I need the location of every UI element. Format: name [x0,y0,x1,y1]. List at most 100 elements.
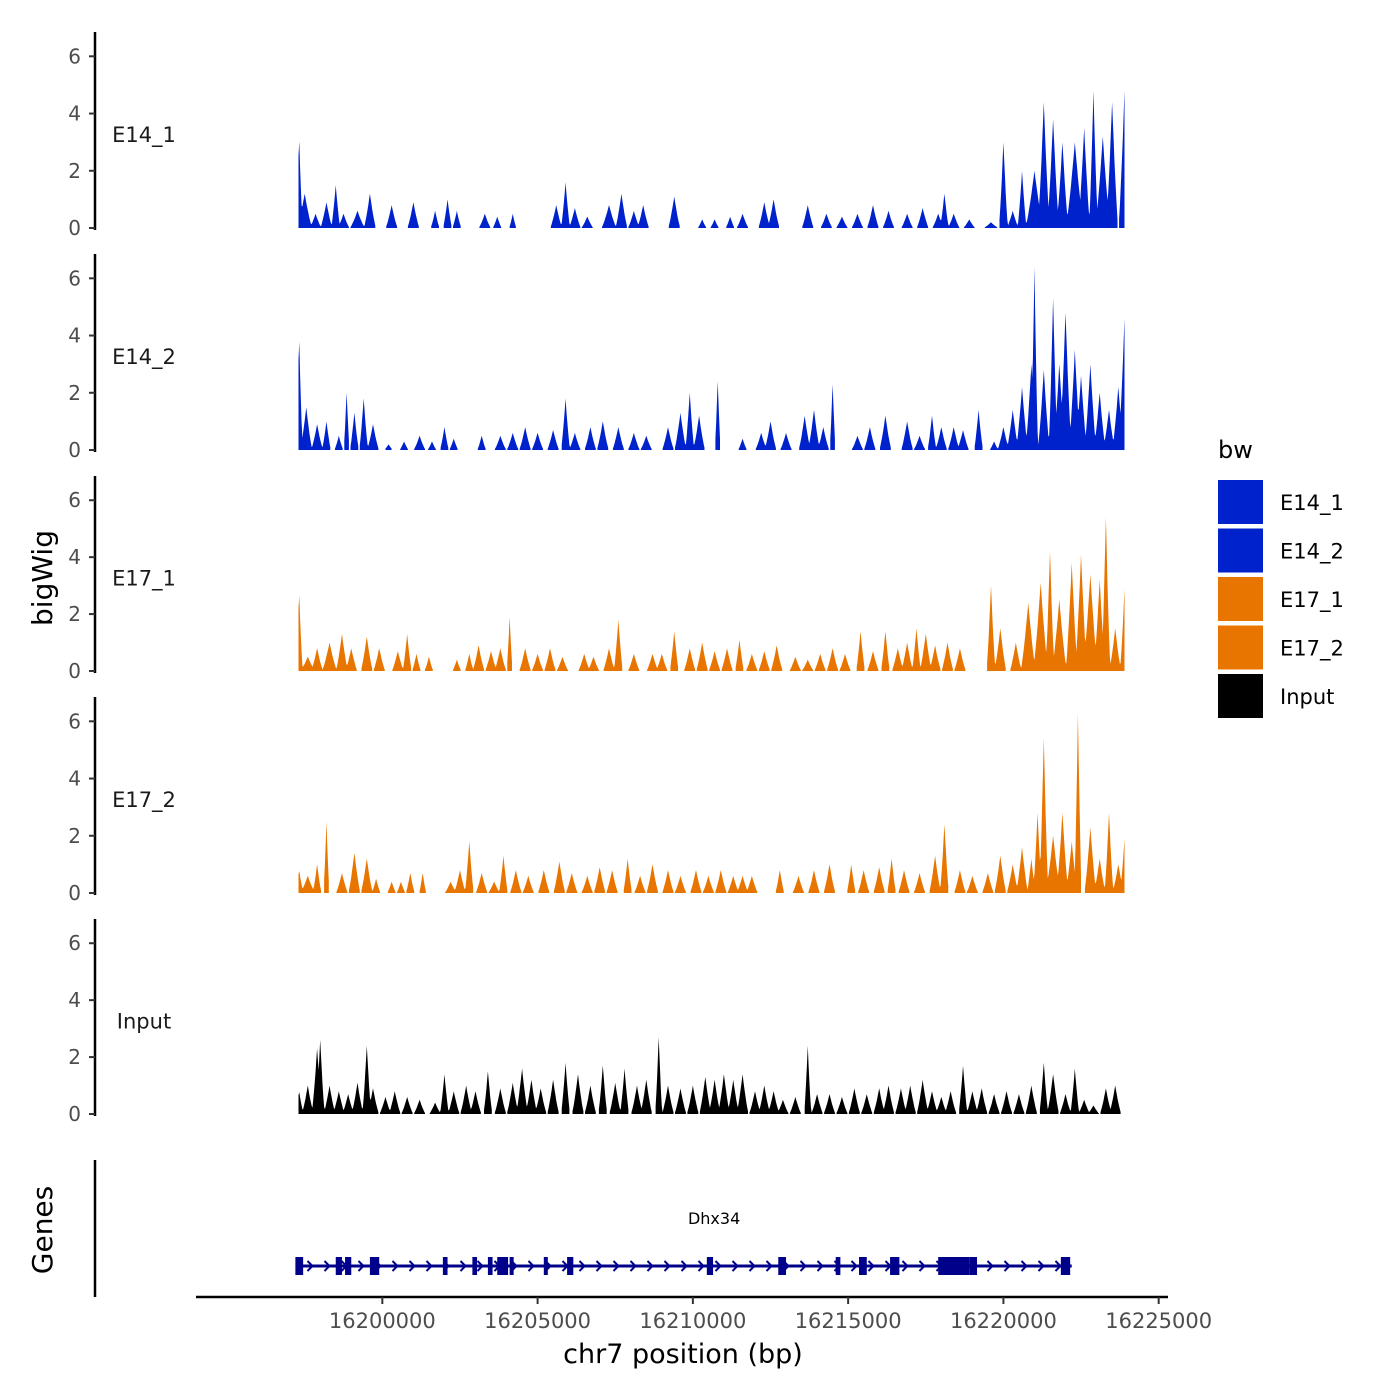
signal-area [864,427,876,450]
legend-key-E14_1 [1218,480,1263,524]
legend: bw E14_1 E14_2 E17_1 E17_2 Input [1218,436,1344,718]
exon [442,1257,448,1275]
y-tick-label: 2 [68,159,81,183]
signal-area [735,639,744,671]
signal-area [749,1085,789,1114]
signal-area [298,141,349,228]
signal-area [655,1037,674,1114]
signal-area [431,210,439,228]
signal-area [738,438,747,450]
signal-area [898,870,910,893]
track-E14_2: 0 2 4 6 E14_2 [68,254,1125,462]
signal-area [594,867,606,893]
signal-area [406,873,415,893]
signal-area [628,653,640,671]
x-tick-label: 16210000 [639,1309,746,1333]
signal-area [755,421,776,450]
signal-area [954,648,966,671]
signal-area [578,653,599,671]
signal-area [1010,517,1125,671]
signal-area [414,435,425,450]
legend-label: E17_1 [1280,588,1344,613]
signal-area [606,870,618,893]
x-tick-label: 16215000 [795,1309,902,1333]
signal-area [856,631,865,671]
signal-area [721,648,733,671]
track-label: E17_1 [112,567,176,592]
y-tick-label: 4 [68,102,81,126]
signal-area [460,1085,481,1114]
track-E14_1: 0 2 4 6 E14_1 [68,32,1125,240]
signal-area [1001,1091,1012,1114]
signal-area [465,645,484,671]
signal-area [715,381,720,450]
signal-area [662,870,674,893]
signal-area [1119,90,1125,228]
strand-arrow [306,1260,314,1272]
signal-area [690,870,702,893]
signal-area [428,441,436,450]
signal-area [557,656,568,671]
signal-area [581,216,593,228]
exon [543,1257,548,1275]
signal-area [494,435,506,450]
signal-area [892,628,941,671]
signal-area [397,881,405,893]
signal-area [852,435,863,450]
signal-area [647,653,668,671]
signal-area [1039,1062,1059,1114]
signal-area [861,1094,873,1114]
y-tick-label: 6 [68,266,81,290]
signal-area [440,427,449,450]
signal-area [547,1079,559,1114]
signal-area [982,873,994,893]
signal-area [726,216,734,228]
signal-area [675,1088,686,1114]
exon [835,1257,841,1275]
strand-arrow [595,1260,603,1272]
signal-area [804,1045,823,1114]
exon [345,1257,352,1275]
track-panels: 0 2 4 6 E14_1 0 2 4 6 E14_2 0 2 4 6 E17_1 0 2 4 6 E17_2 0 2 4 6… [68,32,1125,1126]
signal-area [598,1065,607,1114]
signal-area [710,219,719,228]
signal-area [873,1085,894,1114]
signal-area [561,398,581,450]
strand-arrow [816,1260,824,1272]
signal-area [348,852,360,893]
signal-area [449,438,458,450]
signal-area [519,648,531,671]
signal-area [687,1085,699,1114]
exon [472,1257,478,1275]
signal-area [476,873,488,893]
track-E17_1: 0 2 4 6 E17_1 [68,476,1125,683]
track-label: E14_2 [112,345,176,370]
y-axis-title: bigWig [26,530,59,626]
signal-area [628,205,649,228]
strand-arrow [323,1260,331,1272]
signal-area [668,196,680,228]
signal-area [917,1079,957,1114]
signal-area [603,619,623,671]
legend-label: E14_2 [1280,540,1344,565]
signal-area [597,421,609,450]
signal-area [984,222,998,228]
signal-area [881,631,890,671]
y-tick-label: 4 [68,324,81,348]
x-tick-label: 16225000 [1105,1309,1212,1333]
signal-area [670,631,679,671]
strand-arrow [425,1260,433,1272]
signal-area [703,875,714,893]
signal-area [519,427,531,450]
signal-area [901,421,913,450]
signal-area [425,656,433,671]
signal-area [344,392,349,450]
strand-arrow [799,1260,807,1272]
signal-area [709,651,720,671]
exon [497,1257,509,1275]
strand-arrow [918,1260,926,1272]
signal-area [631,1079,652,1114]
track-label: Input [117,1010,171,1034]
signal-area [836,1096,848,1114]
